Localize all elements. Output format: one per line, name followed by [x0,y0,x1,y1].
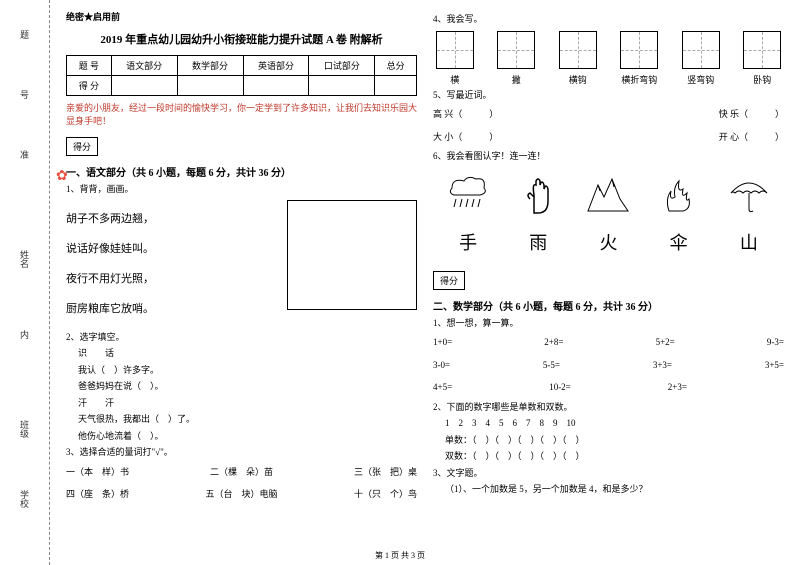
q3-item: 四（座 条）桥 [66,488,129,502]
q3-item: 三（张 把）桌 [354,466,417,480]
q5-item: 高 兴（ ） [433,108,498,122]
th: 口试部分 [309,56,375,76]
s2q2: 2、下面的数字哪些是单数和双数。 [433,401,784,415]
score-box: 得分 [433,271,465,290]
poem-line: 说话好像娃娃叫。 [66,238,279,260]
char-row: 手 雨 火 伞 山 [433,229,784,255]
stroke-grid [433,31,784,69]
fire-icon [654,172,704,217]
poem-line: 厨房粮库它放哨。 [66,298,279,320]
rain-icon [443,172,493,217]
q1: 1、背背，画画。 [66,183,417,197]
q2-item: 天气很热，我都出（ ）了。 [78,413,417,427]
picture-row [433,172,784,217]
q3-item: 五（台 块）电脑 [205,488,277,502]
drawing-box [287,200,417,310]
char: 火 [599,229,617,255]
q2-item: 爸爸妈妈在说（ ）。 [78,380,417,394]
write-cell [497,31,535,69]
exam-title: 2019 年重点幼儿园幼升小衔接班能力提升试题 A 卷 附解析 [66,31,417,47]
write-cell [743,31,781,69]
s2q3: 3、文字题。 [433,467,784,481]
q3: 3、选择合适的量词打"√"。 [66,446,417,460]
char: 伞 [670,229,688,255]
score-table: 题 号 语文部分 数学部分 英语部分 口试部分 总分 得 分 [66,55,417,96]
char: 手 [459,229,477,255]
q3-item: 二（棵 朵）苗 [210,466,273,480]
right-column: 4、我会写。 横 撇 横钩 横折弯钩 竖弯钩 卧钩 5、写最近词。 高 兴（ ） [425,10,792,555]
margin-label: 号 [18,90,31,99]
q3-item: 一（本 样）书 [66,466,129,480]
margin-label: 准 [18,150,31,159]
section-1-title: 一、语文部分（共 6 小题，每题 6 分，共计 36 分） [66,164,417,179]
char: 山 [740,229,758,255]
odd-row: 单数：（ ）（ ）（ ）（ ）（ ） [445,434,784,448]
stroke-label: 横 [436,73,474,86]
umbrella-icon [724,172,774,217]
th: 语文部分 [111,56,177,76]
char: 雨 [529,229,547,255]
nums: 1 2 3 4 5 6 7 8 9 10 [445,417,784,431]
score-box: 得分 [66,137,98,156]
flower-icon: ✿ [56,168,68,185]
q5: 5、写最近词。 [433,89,784,103]
q2-item: 他伤心地流着（ ）。 [78,430,417,444]
stroke-labels: 横 撇 横钩 横折弯钩 竖弯钩 卧钩 [433,73,784,86]
intro-text: 亲爱的小朋友，经过一段时间的愉快学习，你一定学到了许多知识，让我们去知识乐园大显… [66,102,417,127]
stroke-label: 横钩 [559,73,597,86]
th: 英语部分 [243,56,309,76]
left-column: 绝密★启用前 2019 年重点幼儿园幼升小衔接班能力提升试题 A 卷 附解析 题… [58,10,425,555]
margin-label: 内 [18,330,31,339]
margin-label: 题 [18,30,31,39]
s2q1: 1、想一想，算一算。 [433,317,784,331]
section-2-title: 二、数学部分（共 6 小题，每题 6 分，共计 36 分） [433,298,784,313]
margin-label: 班级 [18,420,31,438]
write-cell [559,31,597,69]
poem-line: 胡子不多两边翘， [66,208,279,230]
mountain-icon [583,172,633,217]
q5-item: 大 小（ ） [433,131,498,145]
hand-icon [513,172,563,217]
write-cell [620,31,658,69]
write-cell [682,31,720,69]
s2q3a: （1）、一个加数是 5，另一个加数是 4，和是多少？ [445,483,784,497]
write-cell [436,31,474,69]
q2-opts: 识 话 [78,347,417,361]
stroke-label: 卧钩 [743,73,781,86]
q5-item: 快 乐（ ） [719,108,784,122]
page-footer: 第 1 页 共 3 页 [375,550,425,561]
th: 数学部分 [177,56,243,76]
th: 得 分 [67,76,112,96]
stroke-label: 撇 [497,73,535,86]
th: 总分 [375,56,417,76]
secret-label: 绝密★启用前 [66,10,417,23]
poem-line: 夜行不用灯光照， [66,268,279,290]
even-row: 双数：（ ）（ ）（ ）（ ）（ ） [445,450,784,464]
q2: 2、选字填空。 [66,331,417,345]
margin-label: 姓名 [18,250,31,268]
margin-label: 学校 [18,490,31,508]
binding-margin: 题 号 准 姓名 内 班级 学校 [0,0,50,565]
q2-item: 我认（ ）许多字。 [78,364,417,378]
cell [111,76,177,96]
stroke-label: 竖弯钩 [682,73,720,86]
q4: 4、我会写。 [433,13,784,27]
q3-item: 十（只 个）鸟 [354,488,417,502]
stroke-label: 横折弯钩 [620,73,658,86]
q2-opts: 汗 汗 [78,397,417,411]
q5-item: 开 心（ ） [719,131,784,145]
th: 题 号 [67,56,112,76]
q6: 6、我会看图认字！连一连！ [433,150,784,164]
